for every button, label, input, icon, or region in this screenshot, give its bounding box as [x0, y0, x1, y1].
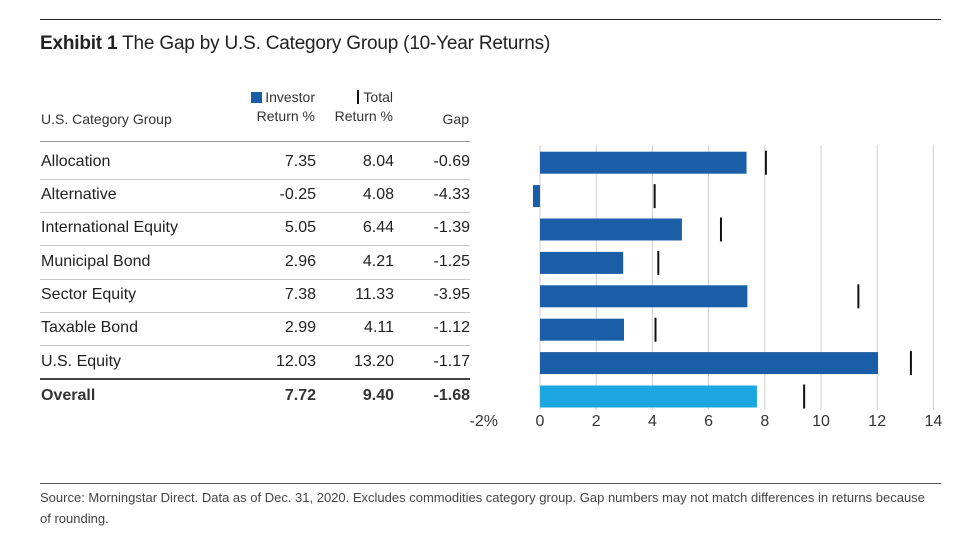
row-gap: -1.39 [433, 219, 470, 236]
table-row-overall: Overall 7.72 9.40 -1.68 [40, 380, 470, 413]
row-gap: -1.25 [433, 253, 470, 270]
row-gap: -1.12 [433, 319, 470, 336]
row-category: Sector Equity [41, 286, 137, 303]
total-return-tick [657, 250, 660, 275]
investor-return-bar [540, 218, 682, 241]
row-investor: 2.96 [284, 253, 316, 270]
row-total: 11.33 [355, 286, 394, 303]
row-total: 13.20 [353, 353, 394, 370]
title-prefix: Exhibit 1 [40, 33, 118, 54]
row-total: 9.40 [362, 387, 394, 404]
investor-return-bar [540, 385, 757, 408]
row-category: Taxable Bond [41, 319, 138, 336]
row-category: International Equity [41, 219, 178, 236]
row-category: U.S. Equity [41, 353, 122, 370]
header-total-line2: Return % [334, 108, 393, 124]
header-rule [40, 141, 470, 142]
row-investor: 7.38 [284, 286, 316, 303]
header-investor-line1: Investor [235, 88, 315, 107]
header-total-line1: Total [313, 88, 393, 107]
top-rule [40, 19, 941, 20]
header-investor: Investor Return % [235, 88, 315, 126]
row-investor: 12.03 [275, 353, 316, 370]
row-total: 8.04 [362, 153, 394, 170]
x-tick-label: 14 [925, 413, 943, 430]
row-investor: 5.05 [284, 219, 316, 236]
investor-return-bar [540, 251, 624, 274]
row-total: 4.11 [364, 319, 394, 336]
row-gap: -0.69 [433, 153, 470, 170]
x-tick-label: 4 [648, 413, 657, 430]
table-row: International Equity 5.05 6.44 -1.39 [40, 212, 470, 245]
row-gap: -4.33 [433, 186, 470, 203]
investor-return-bar [540, 151, 747, 174]
total-return-tick [719, 217, 722, 242]
row-separator [40, 212, 470, 213]
x-tick-label: 10 [812, 413, 830, 430]
row-gap: -3.95 [433, 286, 470, 303]
table-row: U.S. Equity 12.03 13.20 -1.17 [40, 346, 470, 379]
x-tick-label: 2 [592, 413, 601, 430]
row-category: Alternative [41, 186, 117, 203]
header-gap: Gap [442, 111, 469, 127]
header-investor-line2: Return % [256, 108, 315, 124]
total-return-tick [909, 351, 912, 376]
row-total: 4.08 [362, 186, 394, 203]
row-total: 4.21 [362, 253, 394, 270]
row-separator [40, 245, 470, 246]
row-separator [40, 312, 470, 313]
row-gap: -1.17 [433, 353, 470, 370]
table-row: Sector Equity 7.38 11.33 -3.95 [40, 279, 470, 312]
row-gap: -1.68 [433, 387, 470, 404]
total-return-tick [653, 184, 656, 209]
row-investor: 7.72 [284, 387, 316, 404]
x-tick-label: 12 [868, 413, 886, 430]
source-note: Source: Morningstar Direct. Data as of D… [40, 490, 925, 526]
row-category: Allocation [41, 153, 111, 170]
header-category: U.S. Category Group [41, 111, 172, 127]
table-row: Alternative -0.25 4.08 -4.33 [40, 179, 470, 212]
bottom-rule [40, 483, 941, 484]
total-return-tick [654, 317, 657, 342]
total-return-tick [857, 284, 860, 309]
row-separator [40, 345, 470, 346]
chart-title: Exhibit 1 The Gap by U.S. Category Group… [40, 33, 550, 55]
row-category: Overall [41, 387, 96, 404]
row-separator [40, 279, 470, 280]
table-row: Allocation 7.35 8.04 -0.69 [40, 146, 470, 179]
x-tick-label: 6 [704, 413, 713, 430]
header-total-label: Total [363, 89, 393, 105]
row-separator [40, 179, 470, 180]
total-legend-tick [357, 90, 360, 104]
row-investor: -0.25 [279, 186, 316, 203]
investor-return-bar [540, 285, 748, 308]
row-total: 6.44 [362, 219, 394, 236]
row-category: Municipal Bond [41, 253, 151, 270]
investor-return-bar [540, 318, 625, 341]
total-return-tick [764, 150, 767, 175]
table-row: Taxable Bond 2.99 4.11 -1.12 [40, 312, 470, 345]
title-text: The Gap by U.S. Category Group (10-Year … [122, 33, 551, 54]
investor-return-bar [540, 352, 879, 375]
overall-separator [40, 378, 470, 380]
x-tick-label: -2% [470, 413, 498, 430]
investor-legend-swatch [251, 92, 263, 103]
header-investor-label: Investor [265, 89, 315, 105]
row-investor: 2.99 [284, 319, 316, 336]
table-row: Municipal Bond 2.96 4.21 -1.25 [40, 246, 470, 279]
header-total: Total Return % [313, 88, 393, 126]
investor-return-bar [532, 185, 540, 208]
row-investor: 7.35 [284, 153, 316, 170]
total-return-tick [803, 384, 806, 409]
x-tick-label: 0 [536, 413, 545, 430]
x-tick-label: 8 [760, 413, 769, 430]
